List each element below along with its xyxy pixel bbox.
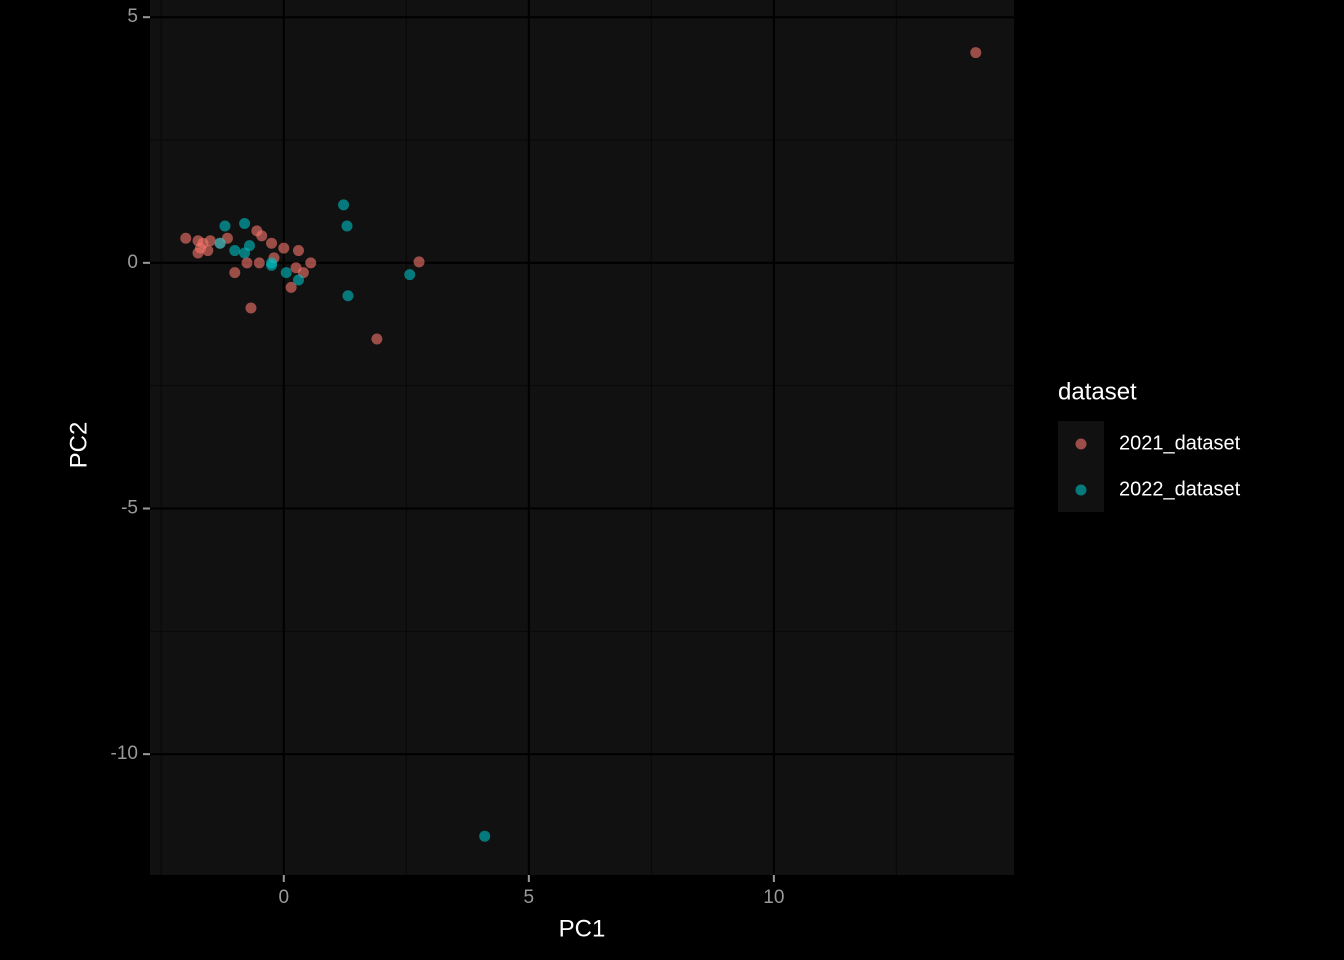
point bbox=[256, 230, 268, 242]
legend-label: 2021_dataset bbox=[1119, 432, 1241, 454]
point bbox=[253, 257, 265, 269]
point bbox=[204, 235, 216, 247]
y-axis-label: PC2 bbox=[65, 422, 92, 469]
y-tick-label: 5 bbox=[127, 6, 138, 27]
point bbox=[266, 259, 278, 271]
legend-key-box bbox=[1058, 421, 1104, 512]
point bbox=[219, 220, 231, 232]
point bbox=[241, 257, 253, 269]
point bbox=[278, 242, 290, 254]
point bbox=[341, 220, 353, 232]
point bbox=[180, 232, 192, 244]
y-tick-label: -10 bbox=[111, 743, 138, 764]
point bbox=[479, 830, 491, 842]
point bbox=[266, 237, 278, 249]
point bbox=[371, 333, 383, 345]
x-axis-label: PC1 bbox=[559, 915, 606, 942]
legend-label: 2022_dataset bbox=[1119, 478, 1241, 500]
panel bbox=[150, 0, 1014, 875]
point bbox=[229, 267, 241, 279]
point bbox=[229, 245, 241, 257]
point bbox=[305, 257, 317, 269]
legend-symbol bbox=[1075, 484, 1087, 496]
x-tick-label: 0 bbox=[279, 887, 290, 908]
point bbox=[970, 47, 982, 59]
point bbox=[404, 269, 416, 281]
x-tick-label: 10 bbox=[763, 887, 784, 908]
legend-title: dataset bbox=[1058, 378, 1137, 405]
y-tick-label: 0 bbox=[127, 252, 138, 273]
legend-symbol bbox=[1075, 438, 1087, 450]
point bbox=[285, 281, 297, 293]
point bbox=[239, 218, 251, 230]
point bbox=[292, 245, 304, 257]
point bbox=[338, 199, 350, 211]
point bbox=[292, 274, 304, 286]
point bbox=[239, 247, 251, 259]
point bbox=[214, 237, 226, 249]
point bbox=[342, 290, 354, 302]
point bbox=[202, 245, 214, 257]
point bbox=[245, 302, 257, 314]
point bbox=[413, 256, 425, 268]
x-tick-label: 5 bbox=[524, 887, 535, 908]
point bbox=[280, 267, 292, 279]
y-tick-label: -5 bbox=[121, 498, 138, 519]
